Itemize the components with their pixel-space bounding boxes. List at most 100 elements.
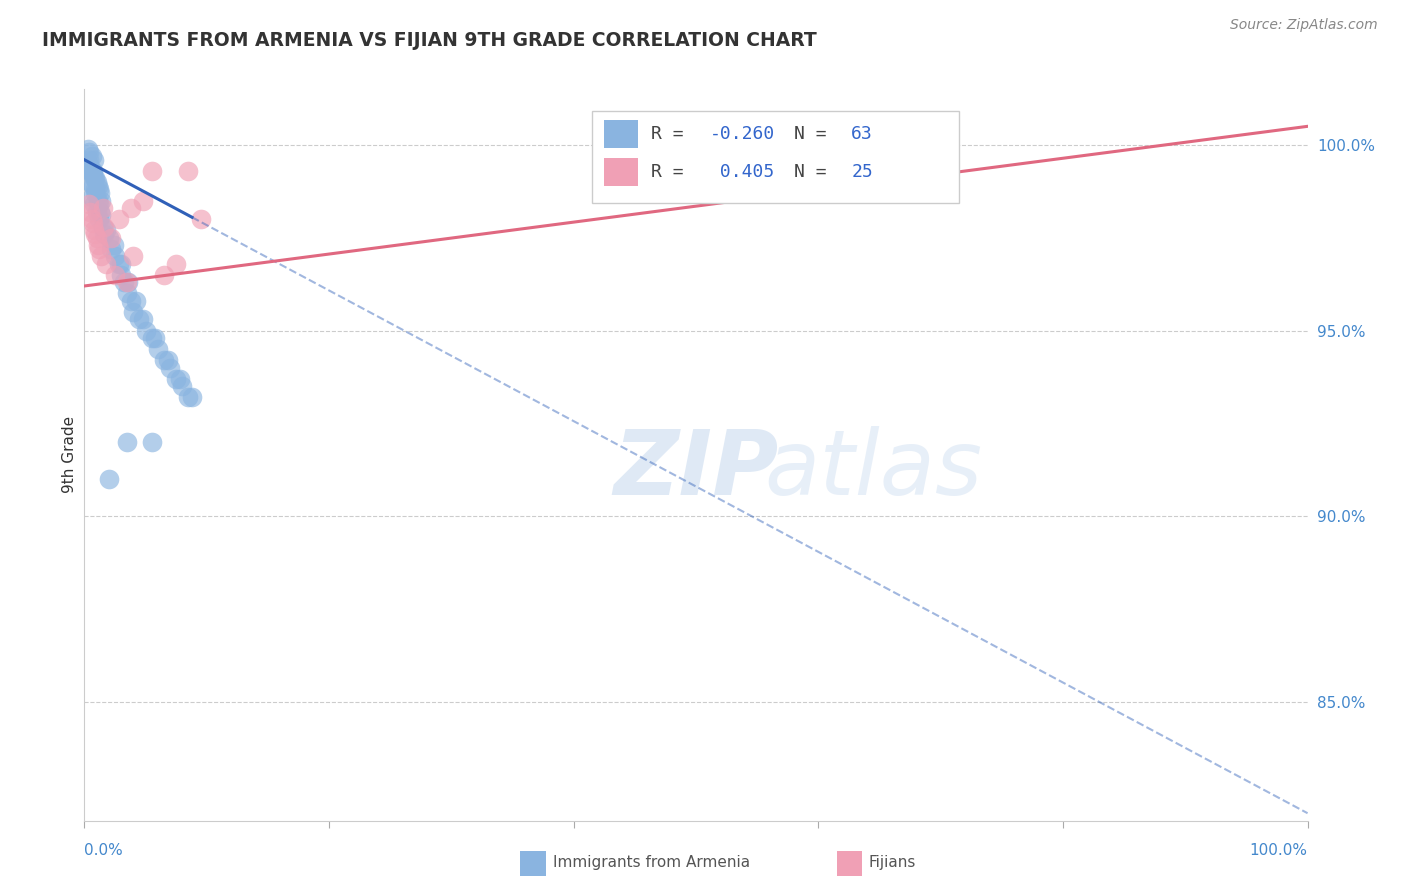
Point	[122, 249, 145, 263]
Point	[181, 390, 204, 404]
Point	[117, 275, 139, 289]
Text: 0.0%: 0.0%	[84, 843, 124, 858]
Y-axis label: 9th Grade: 9th Grade	[62, 417, 77, 493]
Point	[115, 286, 138, 301]
Point	[89, 186, 111, 201]
Point	[169, 372, 191, 386]
Point	[172, 379, 194, 393]
Point	[125, 293, 148, 308]
Point	[93, 219, 115, 234]
Point	[87, 212, 110, 227]
Text: Source: ZipAtlas.com: Source: ZipAtlas.com	[1230, 18, 1378, 32]
Point	[79, 204, 101, 219]
Point	[110, 268, 132, 282]
Point	[83, 153, 105, 167]
Point	[115, 275, 138, 289]
Point	[84, 227, 107, 241]
Point	[79, 175, 101, 189]
Point	[84, 182, 107, 196]
Point	[77, 197, 100, 211]
Point	[103, 238, 125, 252]
Point	[77, 142, 100, 156]
Point	[153, 353, 176, 368]
Point	[141, 164, 163, 178]
Point	[96, 257, 118, 271]
Point	[132, 194, 155, 208]
Point	[91, 219, 114, 234]
Text: -0.260: -0.260	[710, 125, 775, 143]
Point	[87, 178, 110, 193]
Point	[82, 168, 104, 182]
Text: N =: N =	[794, 163, 838, 181]
Point	[115, 434, 138, 449]
Point	[120, 201, 142, 215]
Point	[141, 331, 163, 345]
Point	[90, 194, 112, 208]
Point	[190, 212, 212, 227]
Text: R =: R =	[651, 163, 695, 181]
Point	[79, 164, 101, 178]
Point	[83, 197, 105, 211]
Point	[159, 360, 181, 375]
Point	[132, 312, 155, 326]
Point	[86, 204, 108, 219]
Point	[82, 216, 104, 230]
Point	[141, 434, 163, 449]
Point	[77, 156, 100, 170]
Point	[96, 223, 118, 237]
Point	[84, 186, 107, 201]
Text: 63: 63	[851, 125, 873, 143]
Point	[83, 171, 105, 186]
Point	[97, 230, 120, 244]
Point	[165, 257, 187, 271]
Point	[97, 472, 120, 486]
Text: 0.405: 0.405	[710, 163, 775, 181]
Point	[90, 249, 112, 263]
Point	[80, 164, 103, 178]
Point	[153, 268, 176, 282]
Point	[122, 305, 145, 319]
Text: N =: N =	[794, 125, 838, 143]
Point	[91, 201, 114, 215]
Point	[82, 178, 104, 193]
Point	[77, 153, 100, 167]
Point	[87, 182, 110, 196]
Text: atlas: atlas	[765, 425, 983, 514]
Point	[87, 194, 110, 208]
Point	[80, 149, 103, 163]
Point	[112, 275, 135, 289]
Point	[165, 372, 187, 386]
Point	[107, 257, 129, 271]
Point	[120, 293, 142, 308]
Point	[82, 164, 104, 178]
Text: R =: R =	[651, 125, 695, 143]
Point	[79, 160, 101, 174]
Text: IMMIGRANTS FROM ARMENIA VS FIJIAN 9TH GRADE CORRELATION CHART: IMMIGRANTS FROM ARMENIA VS FIJIAN 9TH GR…	[42, 31, 817, 50]
Point	[80, 190, 103, 204]
Point	[177, 164, 200, 178]
Point	[86, 175, 108, 189]
Point	[110, 257, 132, 271]
Point	[143, 331, 166, 345]
Text: ZIP: ZIP	[613, 425, 779, 514]
Text: Immigrants from Armenia: Immigrants from Armenia	[553, 855, 749, 870]
FancyBboxPatch shape	[605, 120, 638, 148]
Text: 25: 25	[851, 163, 873, 181]
Point	[93, 227, 115, 241]
Point	[87, 242, 110, 256]
Point	[83, 223, 105, 237]
Point	[104, 268, 127, 282]
Point	[100, 242, 122, 256]
FancyBboxPatch shape	[605, 158, 638, 186]
Point	[177, 390, 200, 404]
Point	[156, 353, 179, 368]
FancyBboxPatch shape	[592, 112, 959, 202]
Point	[135, 324, 157, 338]
Text: 100.0%: 100.0%	[1250, 843, 1308, 858]
Point	[107, 212, 129, 227]
Point	[80, 212, 103, 227]
Point	[90, 209, 112, 223]
Point	[87, 238, 110, 252]
Point	[87, 197, 110, 211]
Point	[128, 312, 150, 326]
